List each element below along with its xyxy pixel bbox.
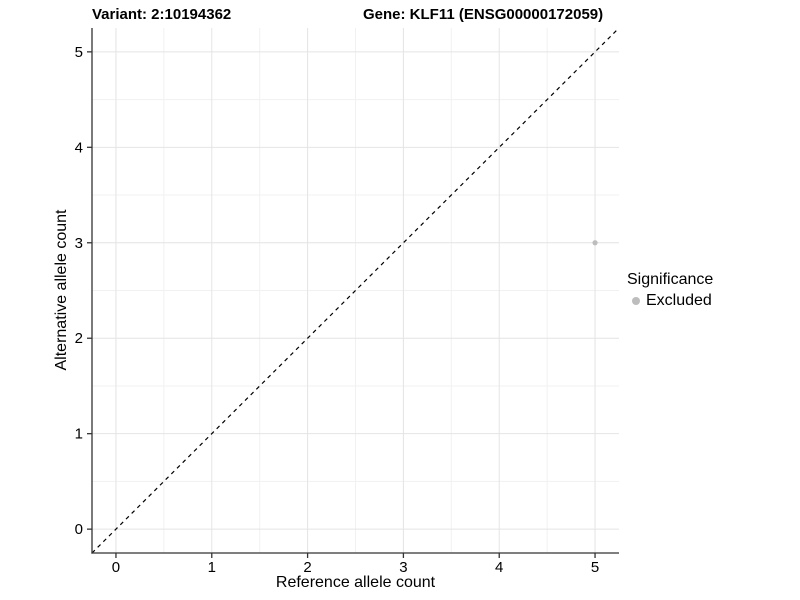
legend-title: Significance (627, 271, 714, 288)
x-tick-label: 4 (495, 559, 503, 576)
y-tick-label: 1 (75, 426, 83, 443)
y-tick-label: 3 (75, 235, 83, 252)
y-axis-title: Alternative allele count (53, 209, 70, 371)
y-tick-label: 2 (75, 330, 83, 347)
x-axis-title: Reference allele count (275, 574, 436, 591)
y-tick-label: 5 (75, 44, 83, 61)
plot-title-gene: Gene: KLF11 (ENSG00000172059) (363, 6, 604, 23)
plot-title-variant: Variant: 2:10194362 (92, 6, 232, 23)
data-point (592, 240, 598, 246)
legend-item-label: Excluded (646, 292, 712, 309)
legend-point-icon (632, 297, 640, 305)
x-tick-label: 1 (208, 559, 216, 576)
identity-reference-line (91, 27, 620, 554)
x-tick-label: 2 (303, 559, 311, 576)
x-tick-label: 5 (591, 559, 599, 576)
legend: Significance Excluded (627, 271, 713, 310)
x-tick-label: 0 (112, 559, 120, 576)
y-tick-label: 4 (75, 139, 83, 156)
legend-item-excluded: Excluded (627, 292, 713, 310)
x-tick-label: 3 (399, 559, 407, 576)
y-tick-label: 0 (75, 521, 83, 538)
